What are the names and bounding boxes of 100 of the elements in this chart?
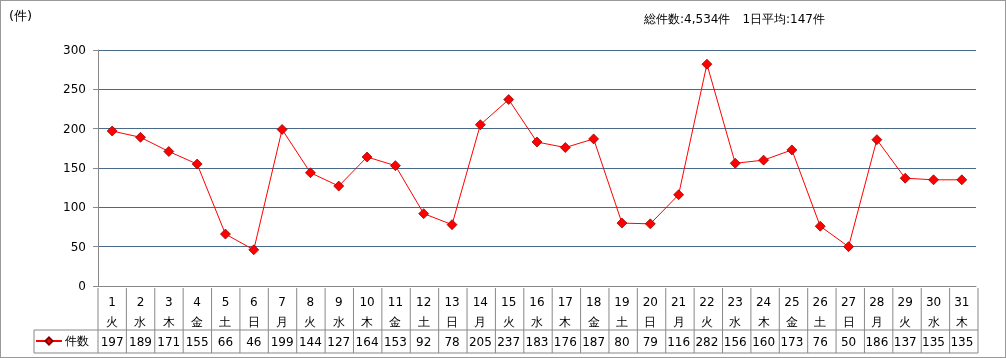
data-label: 160 (752, 335, 776, 349)
data-label: 46 (246, 335, 262, 349)
data-label: 164 (355, 335, 379, 349)
y-tick-label: 300 (63, 43, 86, 57)
point (276, 124, 288, 135)
data-label: 173 (780, 335, 804, 349)
point (390, 160, 401, 171)
y-tick-label: 200 (63, 121, 86, 136)
x-tick-label: 30 水 (925, 295, 942, 329)
y-axis-title: (件) (9, 8, 33, 23)
point (588, 133, 599, 145)
data-label: 76 (812, 335, 828, 349)
x-tick-label: 5 土 (219, 295, 232, 329)
x-tick-label: 15 火 (501, 295, 517, 329)
y-tick-label: 250 (63, 82, 86, 97)
point (814, 220, 826, 232)
data-label: 78 (444, 335, 460, 349)
x-tick-label: 25 金 (784, 295, 800, 329)
data-label: 66 (217, 335, 234, 349)
point (248, 244, 260, 256)
point (758, 154, 769, 166)
x-tick-label: 8 火 (304, 295, 317, 329)
data-label: 186 (865, 335, 889, 349)
point (928, 174, 939, 186)
data-label: 79 (642, 335, 658, 349)
x-tick-label: 1 火 (106, 295, 119, 329)
point (361, 151, 373, 163)
data-label: 127 (327, 335, 351, 349)
x-tick-label: 19 土 (614, 295, 630, 329)
data-label: 171 (157, 335, 181, 349)
data-label: 199 (270, 335, 294, 349)
x-tick-label: 18 金 (586, 295, 602, 329)
point (616, 217, 628, 229)
data-label: 156 (723, 335, 747, 349)
point (786, 144, 798, 156)
x-tick-label: 13 日 (444, 295, 460, 329)
point (418, 208, 430, 219)
point (644, 218, 656, 230)
x-tick-label: 26 土 (812, 295, 828, 329)
y-tick-label: 50 (70, 239, 86, 254)
point (843, 241, 854, 253)
x-tick-label: 22 火 (699, 295, 715, 329)
x-tick-label: 6 日 (247, 295, 260, 329)
data-label: 116 (667, 335, 691, 349)
point (163, 146, 175, 157)
x-tick-label: 12 土 (416, 295, 432, 329)
point (135, 131, 146, 143)
x-tick-label: 14 月 (472, 295, 488, 329)
data-label: 197 (100, 335, 124, 349)
data-label: 187 (582, 335, 606, 349)
x-tick-label: 27 日 (840, 295, 857, 329)
y-tick-label: 100 (63, 200, 86, 215)
x-tick-label: 2 水 (134, 295, 147, 329)
point (729, 157, 741, 169)
data-label: 205 (468, 335, 492, 349)
x-tick-label: 4 金 (191, 295, 204, 329)
x-tick-label: 24 木 (755, 295, 772, 329)
data-label: 144 (298, 335, 322, 349)
x-tick-label: 23 水 (727, 295, 743, 329)
point (191, 158, 203, 170)
point (531, 136, 543, 148)
data-label: 80 (614, 335, 630, 349)
legend-label: 件数 (65, 334, 89, 348)
x-tick-label: 17 木 (557, 295, 573, 329)
point (106, 125, 118, 137)
x-tick-label: 28 月 (869, 295, 885, 329)
point (305, 167, 316, 179)
x-tick-label: 7 月 (276, 295, 289, 329)
x-tick-label: 11 金 (387, 295, 404, 329)
point (899, 172, 911, 184)
point (220, 228, 231, 240)
x-tick-label: 29 火 (897, 295, 913, 329)
point (446, 219, 458, 230)
data-label: 137 (893, 335, 917, 349)
data-label: 176 (553, 335, 577, 349)
data-label: 50 (840, 335, 857, 349)
data-label: 189 (129, 335, 152, 349)
x-tick-label: 21 月 (670, 295, 687, 329)
data-label: 183 (525, 335, 549, 349)
point (503, 94, 515, 105)
point (673, 189, 684, 201)
y-tick-label: 0 (78, 279, 86, 293)
text: 総件数:4,534件 1日平均:147件 (643, 12, 825, 26)
x-tick-label: 9 水 (332, 295, 345, 329)
point (475, 119, 486, 131)
x-tick-label: 31 木 (954, 295, 970, 329)
point (701, 58, 713, 70)
data-label: 153 (383, 335, 407, 349)
data-label: 135 (950, 335, 974, 349)
point (333, 180, 345, 192)
data-label: 155 (185, 335, 209, 349)
data-label: 237 (497, 335, 521, 349)
data-label: 135 (922, 335, 945, 349)
point (956, 174, 968, 186)
x-tick-label: 3 木 (162, 295, 175, 329)
x-tick-label: 10 木 (359, 295, 375, 329)
x-tick-label: 16 水 (529, 295, 545, 329)
x-tick-label: 20 日 (642, 295, 658, 329)
data-label: 92 (416, 335, 432, 349)
data-label: 282 (695, 335, 719, 349)
